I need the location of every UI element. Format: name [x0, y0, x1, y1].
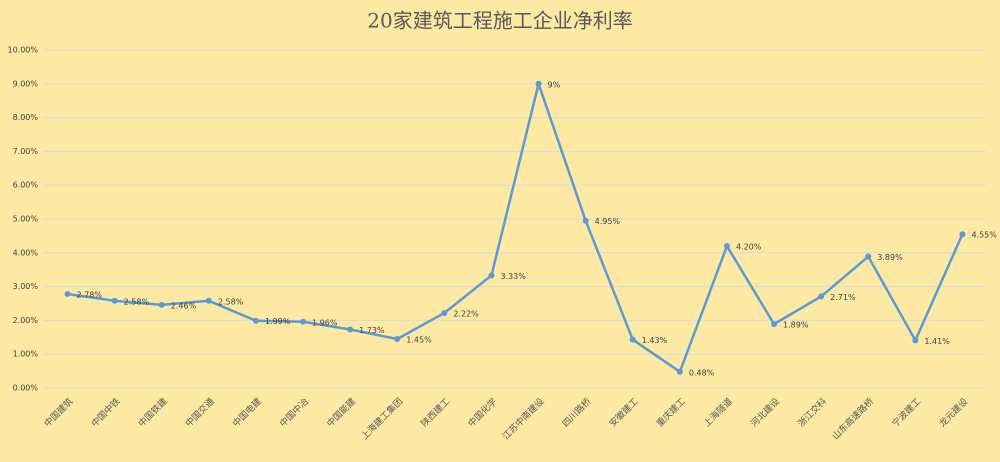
point: [205, 297, 212, 304]
x-tick-label: 安徽建工: [607, 395, 641, 429]
x-tick-label: 四川路桥: [560, 395, 594, 429]
x-tick-label: 陕西建工: [418, 395, 452, 429]
x-tick-label: 中国电建: [230, 395, 264, 429]
point: [865, 253, 872, 260]
y-tick-label: 4.00%: [13, 248, 39, 257]
data-label: 4.95%: [595, 217, 621, 226]
point: [582, 217, 589, 224]
y-tick-label: 10.00%: [7, 46, 38, 55]
point: [347, 326, 354, 333]
x-tick-label: 中国化学: [465, 395, 499, 429]
x-tick-label: 中国建筑: [41, 395, 75, 429]
point: [488, 272, 495, 279]
y-tick-label: 0.00%: [13, 384, 39, 393]
data-label: 3.33%: [500, 272, 526, 281]
point: [64, 291, 71, 298]
y-tick-label: 8.00%: [13, 113, 39, 122]
x-tick-label: 山东高速路桥: [829, 395, 876, 442]
point: [252, 317, 259, 324]
x-tick-label: 浙江交科: [795, 395, 829, 429]
data-label: 2.78%: [77, 291, 103, 300]
y-tick-label: 1.00%: [13, 350, 39, 359]
data-label: 4.20%: [736, 243, 762, 252]
point: [676, 368, 683, 375]
x-tick-label: 中国能建: [324, 395, 358, 429]
x-tick-label: 中国中冶: [277, 395, 311, 429]
data-label: 1.99%: [265, 317, 291, 326]
point: [158, 301, 165, 308]
x-tick-label: 龙元建设: [936, 395, 970, 429]
data-label: 0.48%: [689, 368, 715, 377]
point: [111, 297, 118, 304]
point: [818, 293, 825, 300]
data-label: 1.96%: [312, 318, 338, 327]
y-tick-label: 5.00%: [13, 215, 39, 224]
data-label: 1.89%: [783, 321, 809, 330]
point: [959, 231, 966, 238]
x-tick-label: 宁波建工: [889, 395, 923, 429]
point: [723, 243, 730, 250]
y-tick-label: 7.00%: [13, 147, 39, 156]
x-tick-label: 重庆建工: [654, 395, 688, 429]
y-tick-label: 2.00%: [13, 316, 39, 325]
x-tick-label: 江苏中南建设: [500, 395, 547, 442]
x-tick-label: 中国中铁: [89, 395, 123, 429]
point: [394, 335, 401, 342]
data-label: 2.58%: [218, 297, 244, 306]
data-label: 4.55%: [971, 231, 997, 240]
y-tick-label: 3.00%: [13, 282, 39, 291]
point: [912, 337, 919, 344]
data-label: 2.71%: [830, 293, 856, 302]
data-label: 1.45%: [406, 335, 432, 344]
point: [771, 321, 778, 328]
chart-title: 20家建筑工程施工企业净利率: [367, 9, 632, 33]
x-tick-label: 中国铁建: [136, 395, 170, 429]
data-label: 1.73%: [359, 326, 385, 335]
y-tick-label: 6.00%: [13, 181, 39, 190]
point: [629, 336, 636, 343]
point: [535, 80, 542, 87]
data-label: 3.89%: [877, 253, 903, 262]
data-label: 9%: [548, 80, 561, 89]
data-label: 1.43%: [642, 336, 668, 345]
x-tick-label: 上海隧道: [701, 395, 735, 429]
point: [441, 309, 448, 316]
x-tick-label: 上海建工集团: [358, 395, 405, 442]
data-label: 1.41%: [924, 337, 950, 346]
data-label: 2.22%: [453, 309, 479, 318]
x-tick-label: 河北建设: [748, 395, 782, 429]
data-label: 2.58%: [124, 297, 150, 306]
x-tick-label: 中国交通: [183, 395, 217, 429]
series-line: [67, 82, 964, 374]
data-label: 2.46%: [171, 301, 197, 310]
point: [300, 318, 307, 325]
y-tick-label: 9.00%: [13, 79, 39, 88]
